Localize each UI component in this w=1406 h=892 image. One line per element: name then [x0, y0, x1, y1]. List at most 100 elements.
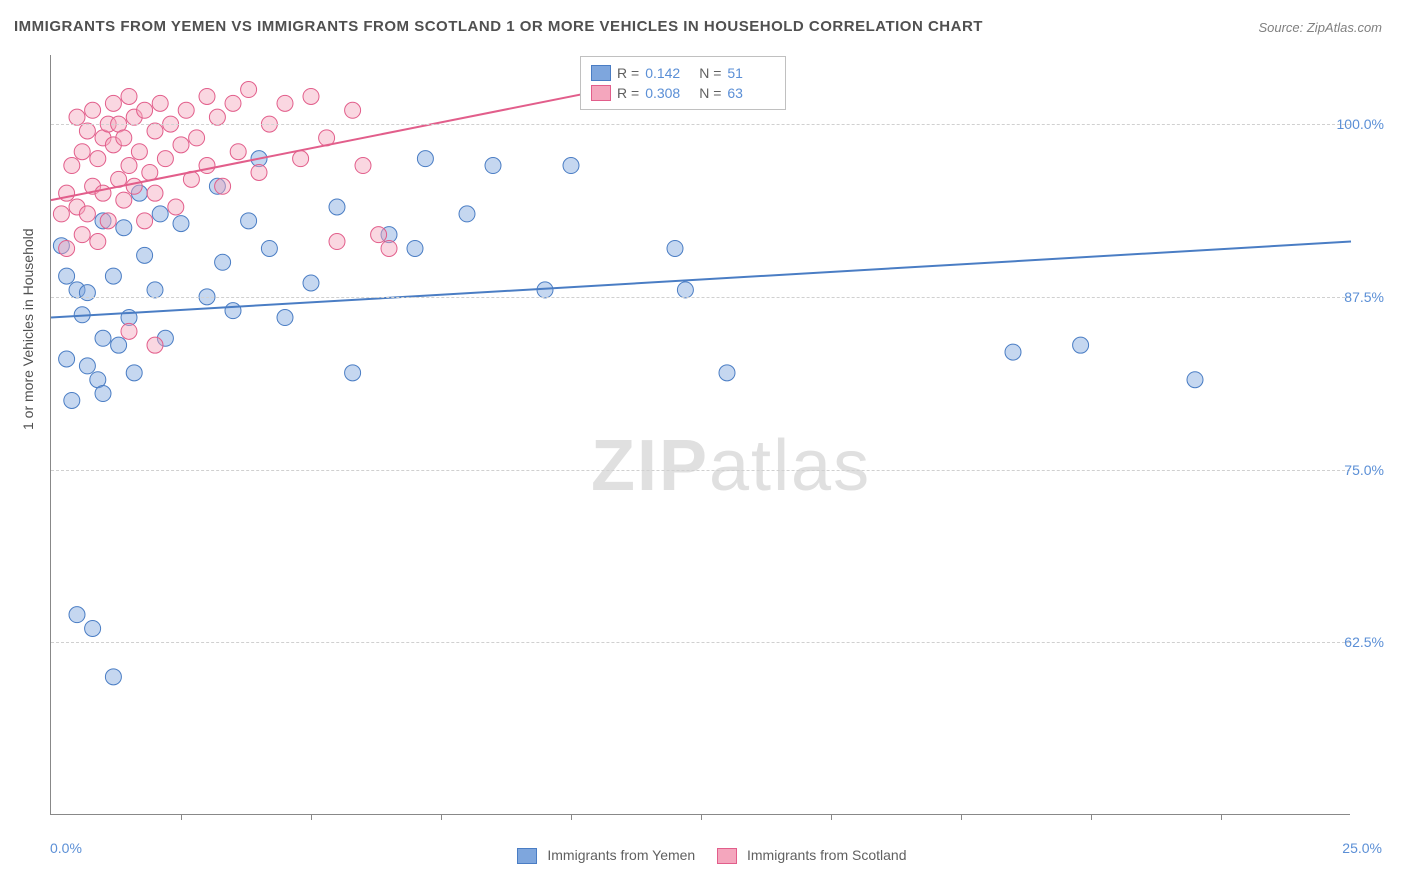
data-point	[126, 365, 142, 381]
legend-r-yemen: 0.142	[645, 65, 693, 81]
data-point	[69, 109, 85, 125]
y-tick-label: 75.0%	[1344, 462, 1384, 478]
data-point	[178, 102, 194, 118]
data-point	[303, 275, 319, 291]
data-point	[303, 88, 319, 104]
data-point	[407, 240, 423, 256]
data-point	[667, 240, 683, 256]
swatch-scotland-icon	[717, 848, 737, 864]
data-point	[355, 158, 371, 174]
data-point	[345, 102, 361, 118]
x-tick	[311, 814, 312, 820]
y-tick-label: 62.5%	[1344, 634, 1384, 650]
data-point	[277, 95, 293, 111]
data-point	[79, 285, 95, 301]
data-point	[199, 88, 215, 104]
legend-row-yemen: R = 0.142 N = 51	[591, 63, 775, 83]
data-point	[329, 234, 345, 250]
data-point	[105, 669, 121, 685]
data-point	[173, 137, 189, 153]
data-point	[74, 227, 90, 243]
data-point	[95, 330, 111, 346]
data-point	[100, 213, 116, 229]
data-point	[59, 351, 75, 367]
x-tick	[831, 814, 832, 820]
data-point	[168, 199, 184, 215]
data-point	[261, 240, 277, 256]
data-point	[131, 144, 147, 160]
data-point	[116, 130, 132, 146]
data-point	[85, 102, 101, 118]
data-point	[215, 178, 231, 194]
data-point	[64, 392, 80, 408]
legend-row-scotland: R = 0.308 N = 63	[591, 83, 775, 103]
data-point	[157, 151, 173, 167]
data-point	[79, 123, 95, 139]
data-point	[719, 365, 735, 381]
data-point	[225, 95, 241, 111]
data-point	[147, 337, 163, 353]
data-point	[225, 303, 241, 319]
data-point	[485, 158, 501, 174]
legend-n-scotland: 63	[727, 85, 775, 101]
data-point	[345, 365, 361, 381]
gridline-h	[51, 124, 1350, 125]
y-tick-label: 100.0%	[1337, 116, 1384, 132]
data-point	[1073, 337, 1089, 353]
data-point	[116, 220, 132, 236]
data-point	[142, 164, 158, 180]
data-point	[199, 158, 215, 174]
data-point	[137, 247, 153, 263]
gridline-h	[51, 470, 1350, 471]
data-point	[74, 144, 90, 160]
data-point	[215, 254, 231, 270]
data-point	[371, 227, 387, 243]
legend-n-yemen: 51	[727, 65, 775, 81]
data-point	[1187, 372, 1203, 388]
data-point	[121, 88, 137, 104]
data-point	[126, 178, 142, 194]
legend-swatch-yemen	[591, 65, 611, 81]
source-attribution: Source: ZipAtlas.com	[1258, 20, 1382, 35]
plot-area: ZIPatlas	[50, 55, 1350, 815]
data-point	[209, 109, 225, 125]
data-point	[85, 620, 101, 636]
data-point	[147, 282, 163, 298]
legend-n-label: N =	[699, 85, 721, 101]
y-tick-label: 87.5%	[1344, 289, 1384, 305]
series-legend: Immigrants from Yemen Immigrants from Sc…	[0, 847, 1406, 864]
data-point	[116, 192, 132, 208]
data-point	[329, 199, 345, 215]
data-point	[251, 164, 267, 180]
x-tick	[1091, 814, 1092, 820]
legend-r-scotland: 0.308	[645, 85, 693, 101]
data-point	[147, 185, 163, 201]
gridline-h	[51, 297, 1350, 298]
data-point	[95, 386, 111, 402]
chart-svg	[51, 55, 1350, 814]
trend-line	[51, 242, 1351, 318]
x-axis-start-label: 0.0%	[50, 840, 82, 856]
x-tick	[1221, 814, 1222, 820]
data-point	[417, 151, 433, 167]
data-point	[241, 213, 257, 229]
data-point	[230, 144, 246, 160]
data-point	[293, 151, 309, 167]
data-point	[111, 337, 127, 353]
x-tick	[181, 814, 182, 820]
y-axis-label: 1 or more Vehicles in Household	[20, 228, 36, 430]
data-point	[90, 151, 106, 167]
data-point	[563, 158, 579, 174]
data-point	[152, 206, 168, 222]
x-tick	[961, 814, 962, 820]
data-point	[173, 216, 189, 232]
data-point	[137, 102, 153, 118]
data-point	[79, 206, 95, 222]
data-point	[53, 206, 69, 222]
data-point	[1005, 344, 1021, 360]
data-point	[121, 158, 137, 174]
legend-r-label: R =	[617, 85, 639, 101]
series-label-yemen: Immigrants from Yemen	[547, 847, 695, 863]
x-axis-end-label: 25.0%	[1342, 840, 1382, 856]
gridline-h	[51, 642, 1350, 643]
